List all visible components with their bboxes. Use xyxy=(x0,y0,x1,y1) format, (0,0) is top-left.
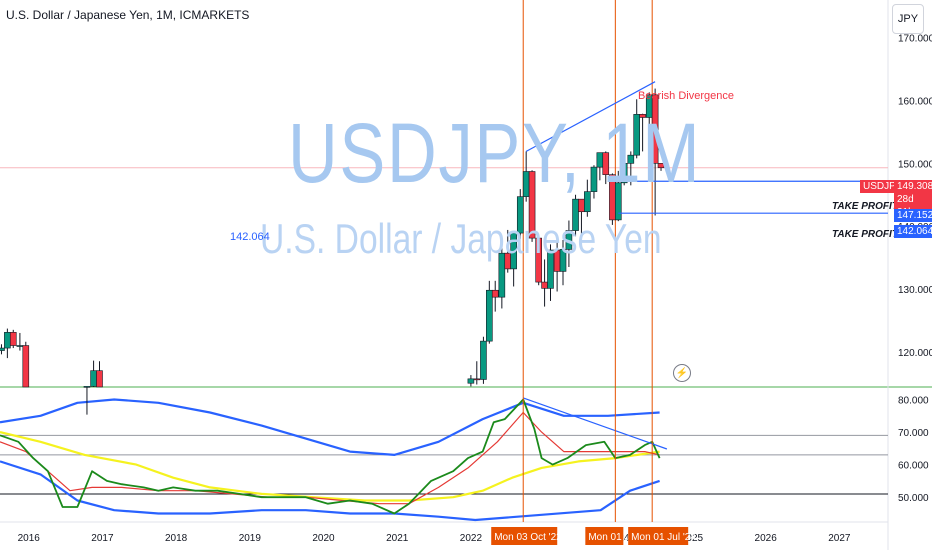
chart-title: U.S. Dollar / Japanese Yen, 1M, ICMARKET… xyxy=(6,8,250,22)
date-tag-0: Mon 03 Oct '22 xyxy=(494,532,562,543)
take-profit-2-label: TAKE PROFIT 2 xyxy=(832,229,907,240)
watermark-symbol: USDJPY, 1M xyxy=(288,106,702,200)
time-tick-9: 2025 xyxy=(681,533,704,544)
rsi-yellow-line xyxy=(0,431,660,502)
candle-body-27 xyxy=(633,114,641,156)
candle-body-1 xyxy=(473,378,481,381)
date-tag-bg-0 xyxy=(491,527,558,545)
candle-body-31 xyxy=(657,163,665,169)
candle-body-4 xyxy=(491,289,499,298)
lightning-icon[interactable]: ⚡ xyxy=(673,364,691,382)
price-tick-0: 120.000 xyxy=(898,348,932,359)
early-candle-body-0 xyxy=(0,347,5,351)
candle-body-5 xyxy=(498,252,506,298)
candle-body-12 xyxy=(541,281,548,289)
time-tick-1: 2017 xyxy=(91,533,114,544)
time-tick-0: 2016 xyxy=(18,533,41,544)
rsi-tick-2: 70.000 xyxy=(898,428,929,439)
price-tick-3: 150.000 xyxy=(898,159,932,170)
tp2-price-tag: 142.064 xyxy=(894,225,932,238)
rsi-tick-1: 60.000 xyxy=(898,461,929,472)
candle-body-11 xyxy=(535,237,542,283)
candle-body-20 xyxy=(590,166,598,192)
candles xyxy=(0,88,665,415)
candle-body-2 xyxy=(480,340,487,380)
candle-body-25 xyxy=(620,163,628,184)
time-tick-4: 2020 xyxy=(312,533,335,544)
tp1-price-tag: 147.152 xyxy=(894,209,932,222)
rsi-tick-0: 50.000 xyxy=(898,493,929,504)
last-price-tag: 149.308 xyxy=(894,180,932,193)
candle-body-26 xyxy=(627,154,635,164)
candle-body-30 xyxy=(651,94,659,164)
currency-scale-button[interactable]: JPY xyxy=(892,4,924,34)
early-candle-body-7 xyxy=(96,370,103,388)
price-divergence-line xyxy=(525,81,656,152)
early-candle-body-5 xyxy=(83,386,91,388)
date-markers xyxy=(522,0,653,522)
early-candle-body-1 xyxy=(4,332,11,349)
rsi-divergence-line xyxy=(522,397,668,450)
time-tick-11: 2027 xyxy=(828,533,851,544)
candle-body-24 xyxy=(614,182,622,221)
take-profit-1-label: TAKE PROFIT 1 xyxy=(832,201,907,212)
candle-body-13 xyxy=(547,249,554,289)
early-candle-body-4 xyxy=(22,345,30,388)
candle-body-19 xyxy=(584,191,591,213)
rsi-upper-band xyxy=(0,398,660,456)
candle-body-16 xyxy=(565,230,573,250)
rsi-lower-band xyxy=(0,460,660,522)
price-tick-5: 170.000 xyxy=(898,34,932,45)
price-annotation: 142.064 xyxy=(230,231,270,243)
time-tick-2: 2018 xyxy=(165,533,188,544)
rsi-tick-3: 80.000 xyxy=(898,396,929,407)
early-candle-body-2 xyxy=(9,332,17,346)
candle-body-7 xyxy=(510,232,517,270)
price-tick-4: 160.000 xyxy=(898,97,932,108)
candle-body-15 xyxy=(559,249,567,272)
candle-body-0 xyxy=(467,378,475,384)
watermark-name: U.S. Dollar / Japanese Yen xyxy=(260,215,662,262)
candle-body-17 xyxy=(572,198,579,231)
price-tick-1: 130.000 xyxy=(898,285,932,296)
candle-body-10 xyxy=(528,171,536,239)
date-tag-2: Mon 01 Jul '24 xyxy=(631,532,696,543)
rsi-green-line xyxy=(0,398,661,515)
candle-body-22 xyxy=(602,152,610,175)
axes: 120.000130.000140.000150.000160.000170.0… xyxy=(18,34,932,545)
rsi-pane xyxy=(0,397,888,522)
time-tick-6: 2022 xyxy=(460,533,483,544)
early-candle-body-3 xyxy=(16,345,24,347)
candle-body-3 xyxy=(486,289,493,342)
candle-body-8 xyxy=(516,196,524,234)
date-tag-1: Mon 01 Ju xyxy=(588,532,635,543)
candle-body-28 xyxy=(639,114,646,118)
trendlines xyxy=(525,81,888,214)
early-candle-body-6 xyxy=(90,370,97,387)
time-tick-5: 2021 xyxy=(386,533,409,544)
date-tag-bg-1 xyxy=(585,527,624,545)
time-tick-10: 2026 xyxy=(755,533,778,544)
date-tag-bg-2 xyxy=(628,527,689,545)
bearish-divergence-label: Bearish Divergence xyxy=(638,90,734,102)
time-tick-3: 2019 xyxy=(239,533,262,544)
